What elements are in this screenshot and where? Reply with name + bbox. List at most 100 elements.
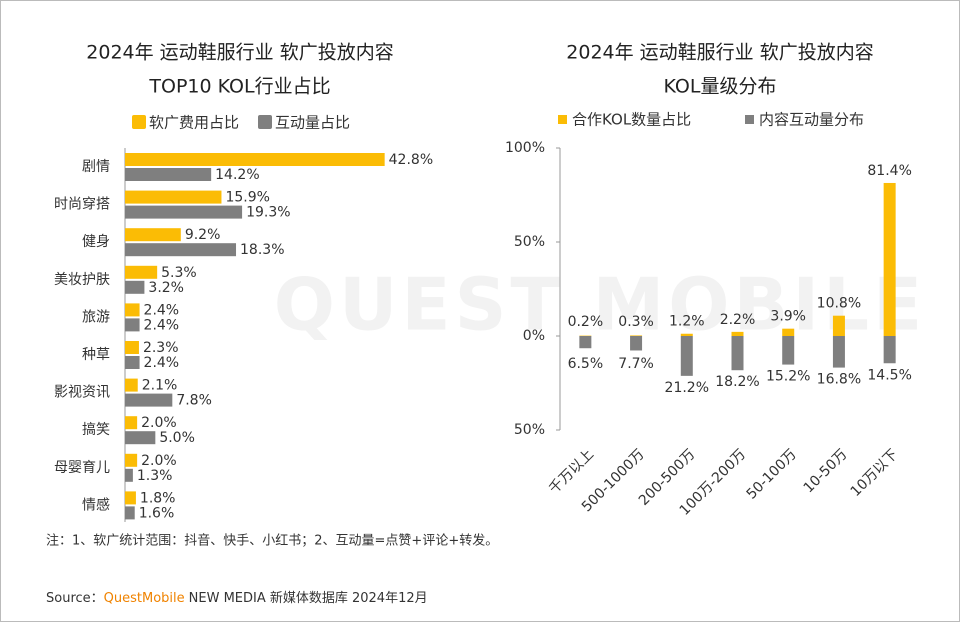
bar xyxy=(125,303,140,317)
bar xyxy=(125,318,140,332)
legend-label: 内容互动量分布 xyxy=(759,111,864,129)
bar xyxy=(883,182,896,336)
value-label: 0.3% xyxy=(618,314,654,330)
value-label: 2.3% xyxy=(143,340,179,356)
bar xyxy=(782,328,795,336)
bar xyxy=(680,336,693,376)
value-label: 21.2% xyxy=(665,380,709,396)
legend-label: 互动量占比 xyxy=(275,114,350,132)
value-label: 1.6% xyxy=(139,505,175,521)
y-tick-label: 美妆护肤 xyxy=(54,272,110,288)
source-brand: QuestMobile xyxy=(104,591,185,606)
value-label: 81.4% xyxy=(867,163,911,179)
y-tick-label: 50% xyxy=(514,422,545,438)
value-label: 0.2% xyxy=(568,314,604,330)
legend-swatch xyxy=(132,115,146,129)
value-label: 10.8% xyxy=(817,296,861,312)
source-label: Source： xyxy=(46,591,104,606)
value-label: 7.7% xyxy=(618,356,654,372)
value-label: 42.8% xyxy=(389,152,433,168)
value-label: 3.2% xyxy=(148,280,184,296)
chart-title: 2024年 运动鞋服行业 软广投放内容 xyxy=(86,42,393,64)
bar xyxy=(125,378,138,392)
bar xyxy=(125,491,136,505)
chart-subtitle: TOP10 KOL行业占比 xyxy=(148,76,330,98)
legend-label: 合作KOL数量占比 xyxy=(572,111,691,129)
value-label: 2.1% xyxy=(142,378,178,394)
source-text: NEW MEDIA 新媒体数据库 2024年12月 xyxy=(189,590,428,606)
bar xyxy=(125,431,156,445)
y-tick-label: 搞笑 xyxy=(82,422,110,438)
value-label: 2.4% xyxy=(144,355,180,371)
bar xyxy=(125,341,139,354)
bar xyxy=(125,205,243,219)
note: 注：1、软广统计范围：抖音、快手、小红书；2、互动量=点赞+评论+转发。 xyxy=(46,533,498,549)
value-label: 3.9% xyxy=(770,309,806,325)
bar xyxy=(125,168,212,181)
bar xyxy=(883,336,896,364)
value-label: 2.4% xyxy=(144,317,180,333)
bar xyxy=(125,280,145,294)
bar xyxy=(832,315,845,336)
value-label: 2.0% xyxy=(141,415,177,431)
bar xyxy=(731,331,744,336)
source: Source：QuestMobile NEW MEDIA 新媒体数据库 2024年… xyxy=(46,590,428,606)
y-tick-label: 影视资讯 xyxy=(54,385,110,401)
bar xyxy=(125,416,138,430)
y-tick-label: 0% xyxy=(523,328,545,344)
value-label: 1.3% xyxy=(137,468,173,484)
legend-swatch xyxy=(258,115,272,129)
y-tick-label: 时尚穿搭 xyxy=(54,197,110,213)
value-label: 2.0% xyxy=(141,453,177,469)
bar xyxy=(125,265,158,279)
bar xyxy=(832,336,845,368)
value-label: 14.2% xyxy=(215,167,259,183)
value-label: 19.3% xyxy=(246,205,290,221)
bar xyxy=(680,333,693,336)
bar xyxy=(782,336,795,365)
watermark: QUEST MOBILE xyxy=(274,263,926,347)
bar xyxy=(731,336,744,371)
bar xyxy=(125,453,138,467)
chart-title: 2024年 运动鞋服行业 软广投放内容 xyxy=(566,42,873,64)
legend-swatch xyxy=(558,115,567,124)
bar xyxy=(125,190,222,204)
value-label: 14.5% xyxy=(867,367,911,383)
bar xyxy=(630,335,643,336)
bar xyxy=(125,506,135,520)
value-label: 18.3% xyxy=(240,242,284,258)
y-tick-label: 健身 xyxy=(82,234,110,250)
bar xyxy=(125,228,181,242)
bar xyxy=(579,336,592,349)
y-tick-label: 情感 xyxy=(82,496,110,513)
value-label: 5.0% xyxy=(159,430,195,446)
value-label: 15.2% xyxy=(766,369,810,385)
value-label: 5.3% xyxy=(161,265,197,281)
value-label: 9.2% xyxy=(185,227,221,243)
value-label: 2.2% xyxy=(720,312,756,328)
chart-subtitle: KOL量级分布 xyxy=(664,76,777,98)
bar xyxy=(125,356,140,369)
y-tick-label: 旅游 xyxy=(82,309,110,325)
bar xyxy=(125,468,133,482)
value-label: 1.8% xyxy=(140,490,176,506)
value-label: 16.8% xyxy=(817,372,861,388)
value-label: 6.5% xyxy=(568,356,604,372)
value-label: 2.4% xyxy=(144,302,180,318)
y-tick-label: 50% xyxy=(514,234,545,250)
legend-swatch xyxy=(745,115,754,124)
value-label: 18.2% xyxy=(715,374,759,390)
bar xyxy=(125,393,173,407)
bar xyxy=(630,336,643,351)
y-tick-label: 种草 xyxy=(82,347,110,363)
legend-label: 软广费用占比 xyxy=(149,114,239,132)
value-label: 7.8% xyxy=(176,393,212,409)
bar xyxy=(125,153,385,166)
value-label: 1.2% xyxy=(669,314,705,330)
value-label: 15.9% xyxy=(225,190,269,206)
y-tick-label: 母婴育儿 xyxy=(54,460,110,476)
y-tick-label: 剧情 xyxy=(82,159,110,175)
y-tick-label: 100% xyxy=(505,140,545,156)
